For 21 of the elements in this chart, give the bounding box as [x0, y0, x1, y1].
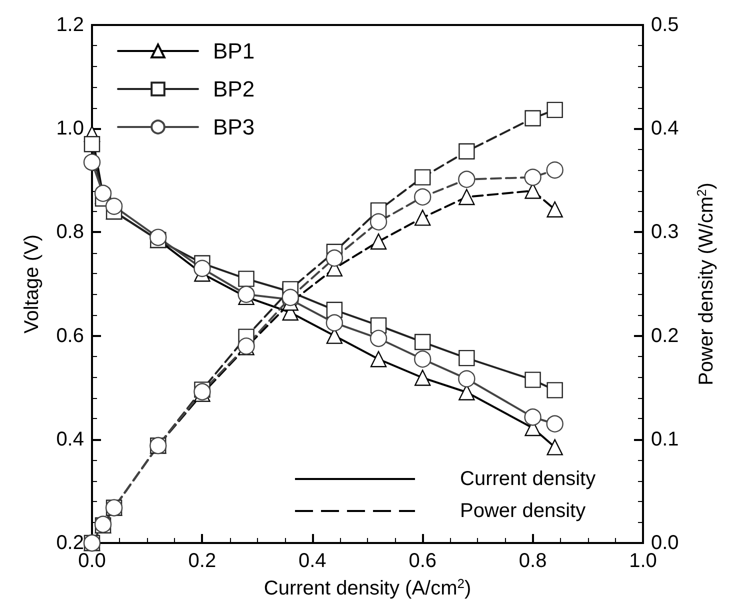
legend-label: BP2 [213, 76, 255, 102]
x-tick-label: 0.4 [298, 550, 326, 572]
y2-tick-label: 0.2 [651, 324, 679, 347]
y2-tick-label: 0.5 [651, 14, 679, 36]
y2-tick-label: 0.4 [651, 118, 679, 140]
y2-tick-label: 0.1 [651, 428, 679, 450]
y2-axis-title: Power density (W/cm2) [694, 182, 718, 386]
legend-label: BP1 [213, 38, 255, 64]
x-tick-label: 0.6 [408, 550, 437, 572]
legend-label: BP3 [213, 114, 255, 140]
y-tick-label: 0.6 [56, 324, 84, 347]
y-tick-label: 1.2 [56, 14, 84, 36]
x-tick-label: 0.8 [518, 550, 547, 572]
y-tick-label: 1.0 [56, 118, 84, 140]
annotation: Current density [460, 468, 596, 490]
x-tick-label: 0.2 [188, 550, 216, 572]
y-axis-title: Voltage (V) [21, 234, 43, 334]
annotation: Power density [460, 500, 586, 522]
y-tick-label: 0.8 [56, 221, 84, 244]
y-tick-label: 0.4 [56, 428, 84, 450]
y2-tick-label: 0.3 [651, 221, 679, 244]
